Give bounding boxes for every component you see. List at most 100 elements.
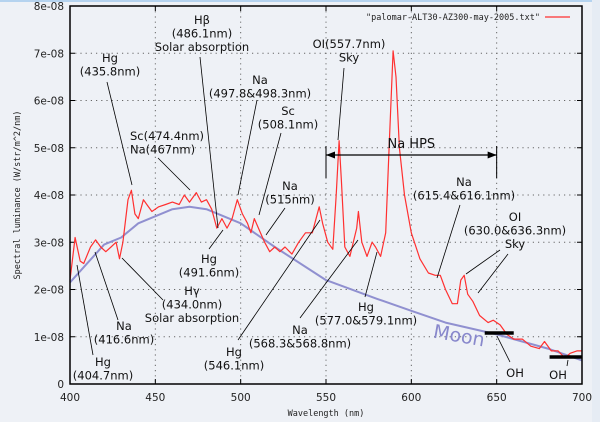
arrow-head-right-icon bbox=[487, 151, 497, 159]
annotation: Hγ(434.0nm)Solar absorption bbox=[121, 257, 239, 325]
annotation-text: (568.3&568.8nm) bbox=[249, 337, 351, 351]
leader-line bbox=[258, 132, 282, 216]
moon-curve bbox=[69, 205, 583, 362]
annotation-text: Na bbox=[252, 73, 268, 87]
annotation: Na(568.3&568.8nm) bbox=[249, 239, 359, 351]
y-tick-label: 1e-08 bbox=[34, 332, 64, 344]
annotation: Hg(404.7nm) bbox=[73, 264, 133, 383]
annotation: Na(515nm) bbox=[265, 179, 315, 236]
x-tick-label: 600 bbox=[401, 392, 421, 404]
annotation-text: Hg bbox=[102, 51, 118, 65]
y-tick-label: 8e-08 bbox=[34, 1, 64, 13]
annotation-text: (497.8&498.3nm) bbox=[209, 87, 311, 101]
annotation: OH bbox=[496, 335, 524, 380]
annotation: Na(497.8&498.3nm) bbox=[209, 73, 311, 196]
annotation: Hg(491.6nm) bbox=[179, 229, 239, 280]
leader-line bbox=[106, 81, 133, 186]
y-axis-label: Spectral luminance (W/str/m^2/nm) bbox=[13, 111, 23, 280]
leader-line bbox=[299, 239, 359, 319]
annotation-text: (435.8nm) bbox=[80, 65, 140, 79]
annotation: Hβ(486.1nm)Solar absorption bbox=[155, 13, 249, 229]
annotation-text: (630.0&636.3nm) bbox=[464, 224, 566, 238]
x-axis-label: Wavelength (nm) bbox=[288, 409, 365, 419]
annotation: Hg(546.1nm) bbox=[204, 219, 321, 373]
axis-ticks: 400 450 500 550 600 650 700 0 1e-08 2e-08 3e-08 4e-… bbox=[34, 1, 592, 404]
annotation-text: Solar absorption bbox=[145, 311, 239, 325]
range-label: Na HPS bbox=[387, 137, 435, 152]
annotation-text: OH bbox=[506, 366, 524, 380]
annotation: Sc(508.1nm) bbox=[258, 104, 318, 216]
annotation-text: Sky bbox=[505, 237, 526, 251]
x-tick-label: 700 bbox=[572, 392, 592, 404]
annotation: Na(416.6nm) bbox=[94, 251, 154, 347]
annotation: Hg(435.8nm) bbox=[80, 51, 140, 186]
annotation-text: (546.1nm) bbox=[204, 359, 264, 373]
y-tick-label: 3e-08 bbox=[34, 237, 64, 249]
leader-line bbox=[208, 229, 224, 250]
annotations: Hg(435.8nm)Hβ(486.1nm)Solar absorptionNa… bbox=[73, 13, 582, 383]
annotation: OH bbox=[549, 359, 569, 382]
annotation-text: Sky bbox=[339, 51, 360, 65]
leader-line bbox=[157, 157, 191, 191]
annotation-text: (615.4&616.1nm) bbox=[413, 189, 515, 203]
y-tick-label: 2e-08 bbox=[34, 285, 64, 297]
spectrum-curve bbox=[69, 50, 582, 359]
leader-line bbox=[199, 56, 219, 229]
y-tick-label: 4e-08 bbox=[34, 190, 64, 202]
leader-line bbox=[436, 204, 461, 279]
leader-line bbox=[477, 253, 509, 294]
leader-line bbox=[237, 219, 321, 341]
window-right-edge bbox=[592, 0, 600, 422]
annotation-text: (404.7nm) bbox=[73, 369, 133, 383]
annotation-text: Sc(474.4nm) bbox=[130, 129, 204, 143]
annotation-text: (508.1nm) bbox=[258, 118, 318, 132]
annotation-text: (434.0nm) bbox=[162, 298, 222, 312]
arrow-head-left-icon bbox=[326, 151, 335, 159]
x-tick-label: 550 bbox=[316, 392, 336, 404]
annotation-text: Hg bbox=[95, 355, 111, 369]
window-top-border bbox=[0, 0, 600, 2]
annotation-text: OI bbox=[509, 210, 521, 224]
y-tick-label: 6e-08 bbox=[34, 96, 64, 108]
annotation-text: Na bbox=[282, 179, 298, 193]
leader-line bbox=[465, 249, 501, 275]
annotation-text: (577.0&579.1nm) bbox=[315, 314, 417, 328]
annotation-text: (491.6nm) bbox=[179, 266, 239, 280]
y-tick-label: 0 bbox=[57, 379, 64, 391]
annotation-text: (486.1nm) bbox=[172, 27, 232, 41]
leader-line bbox=[337, 67, 345, 141]
plot-frame bbox=[69, 5, 583, 385]
leader-line bbox=[121, 257, 164, 301]
annotation: OI(557.7nm)Sky bbox=[313, 37, 386, 141]
legend-label: "palomar-ALT30-AZ300-may-2005.txt" bbox=[366, 13, 540, 23]
annotation-text: Hg bbox=[201, 252, 217, 266]
annotation-text: Na bbox=[292, 323, 308, 337]
annotation-text: Hg bbox=[226, 345, 242, 359]
x-tick-label: 650 bbox=[487, 392, 507, 404]
annotation-text: Na(467nm) bbox=[130, 143, 195, 157]
y-tick-label: 7e-08 bbox=[34, 48, 64, 60]
leader-line bbox=[496, 335, 511, 363]
annotation-text: Sc bbox=[281, 104, 295, 118]
annotation-text: Hβ bbox=[194, 13, 210, 27]
annotation-text: Na bbox=[456, 175, 472, 189]
annotation-text: OI(557.7nm) bbox=[313, 37, 386, 51]
annotation: OI(630.0&636.3nm)Sky bbox=[464, 210, 566, 294]
leader-line bbox=[265, 207, 286, 236]
x-tick-label: 500 bbox=[231, 392, 251, 404]
annotation-text: Solar absorption bbox=[155, 40, 249, 54]
annotation-text: OH bbox=[549, 368, 567, 382]
annotation-text: (416.6nm) bbox=[94, 333, 154, 347]
x-tick-label: 450 bbox=[145, 392, 165, 404]
leader-line bbox=[237, 99, 258, 196]
leader-line bbox=[94, 251, 119, 321]
annotation-text: Hg bbox=[358, 300, 374, 314]
annotation: Sc(474.4nm)Na(467nm) bbox=[130, 129, 204, 191]
annotation: Na(615.4&616.1nm) bbox=[413, 175, 515, 279]
annotation-text: Hγ bbox=[184, 284, 200, 298]
annotation: Hg(577.0&579.1nm) bbox=[315, 251, 417, 328]
x-tick-label: 400 bbox=[60, 392, 80, 404]
na-hps-range: Na HPS bbox=[325, 137, 498, 178]
leader-line bbox=[76, 264, 94, 356]
